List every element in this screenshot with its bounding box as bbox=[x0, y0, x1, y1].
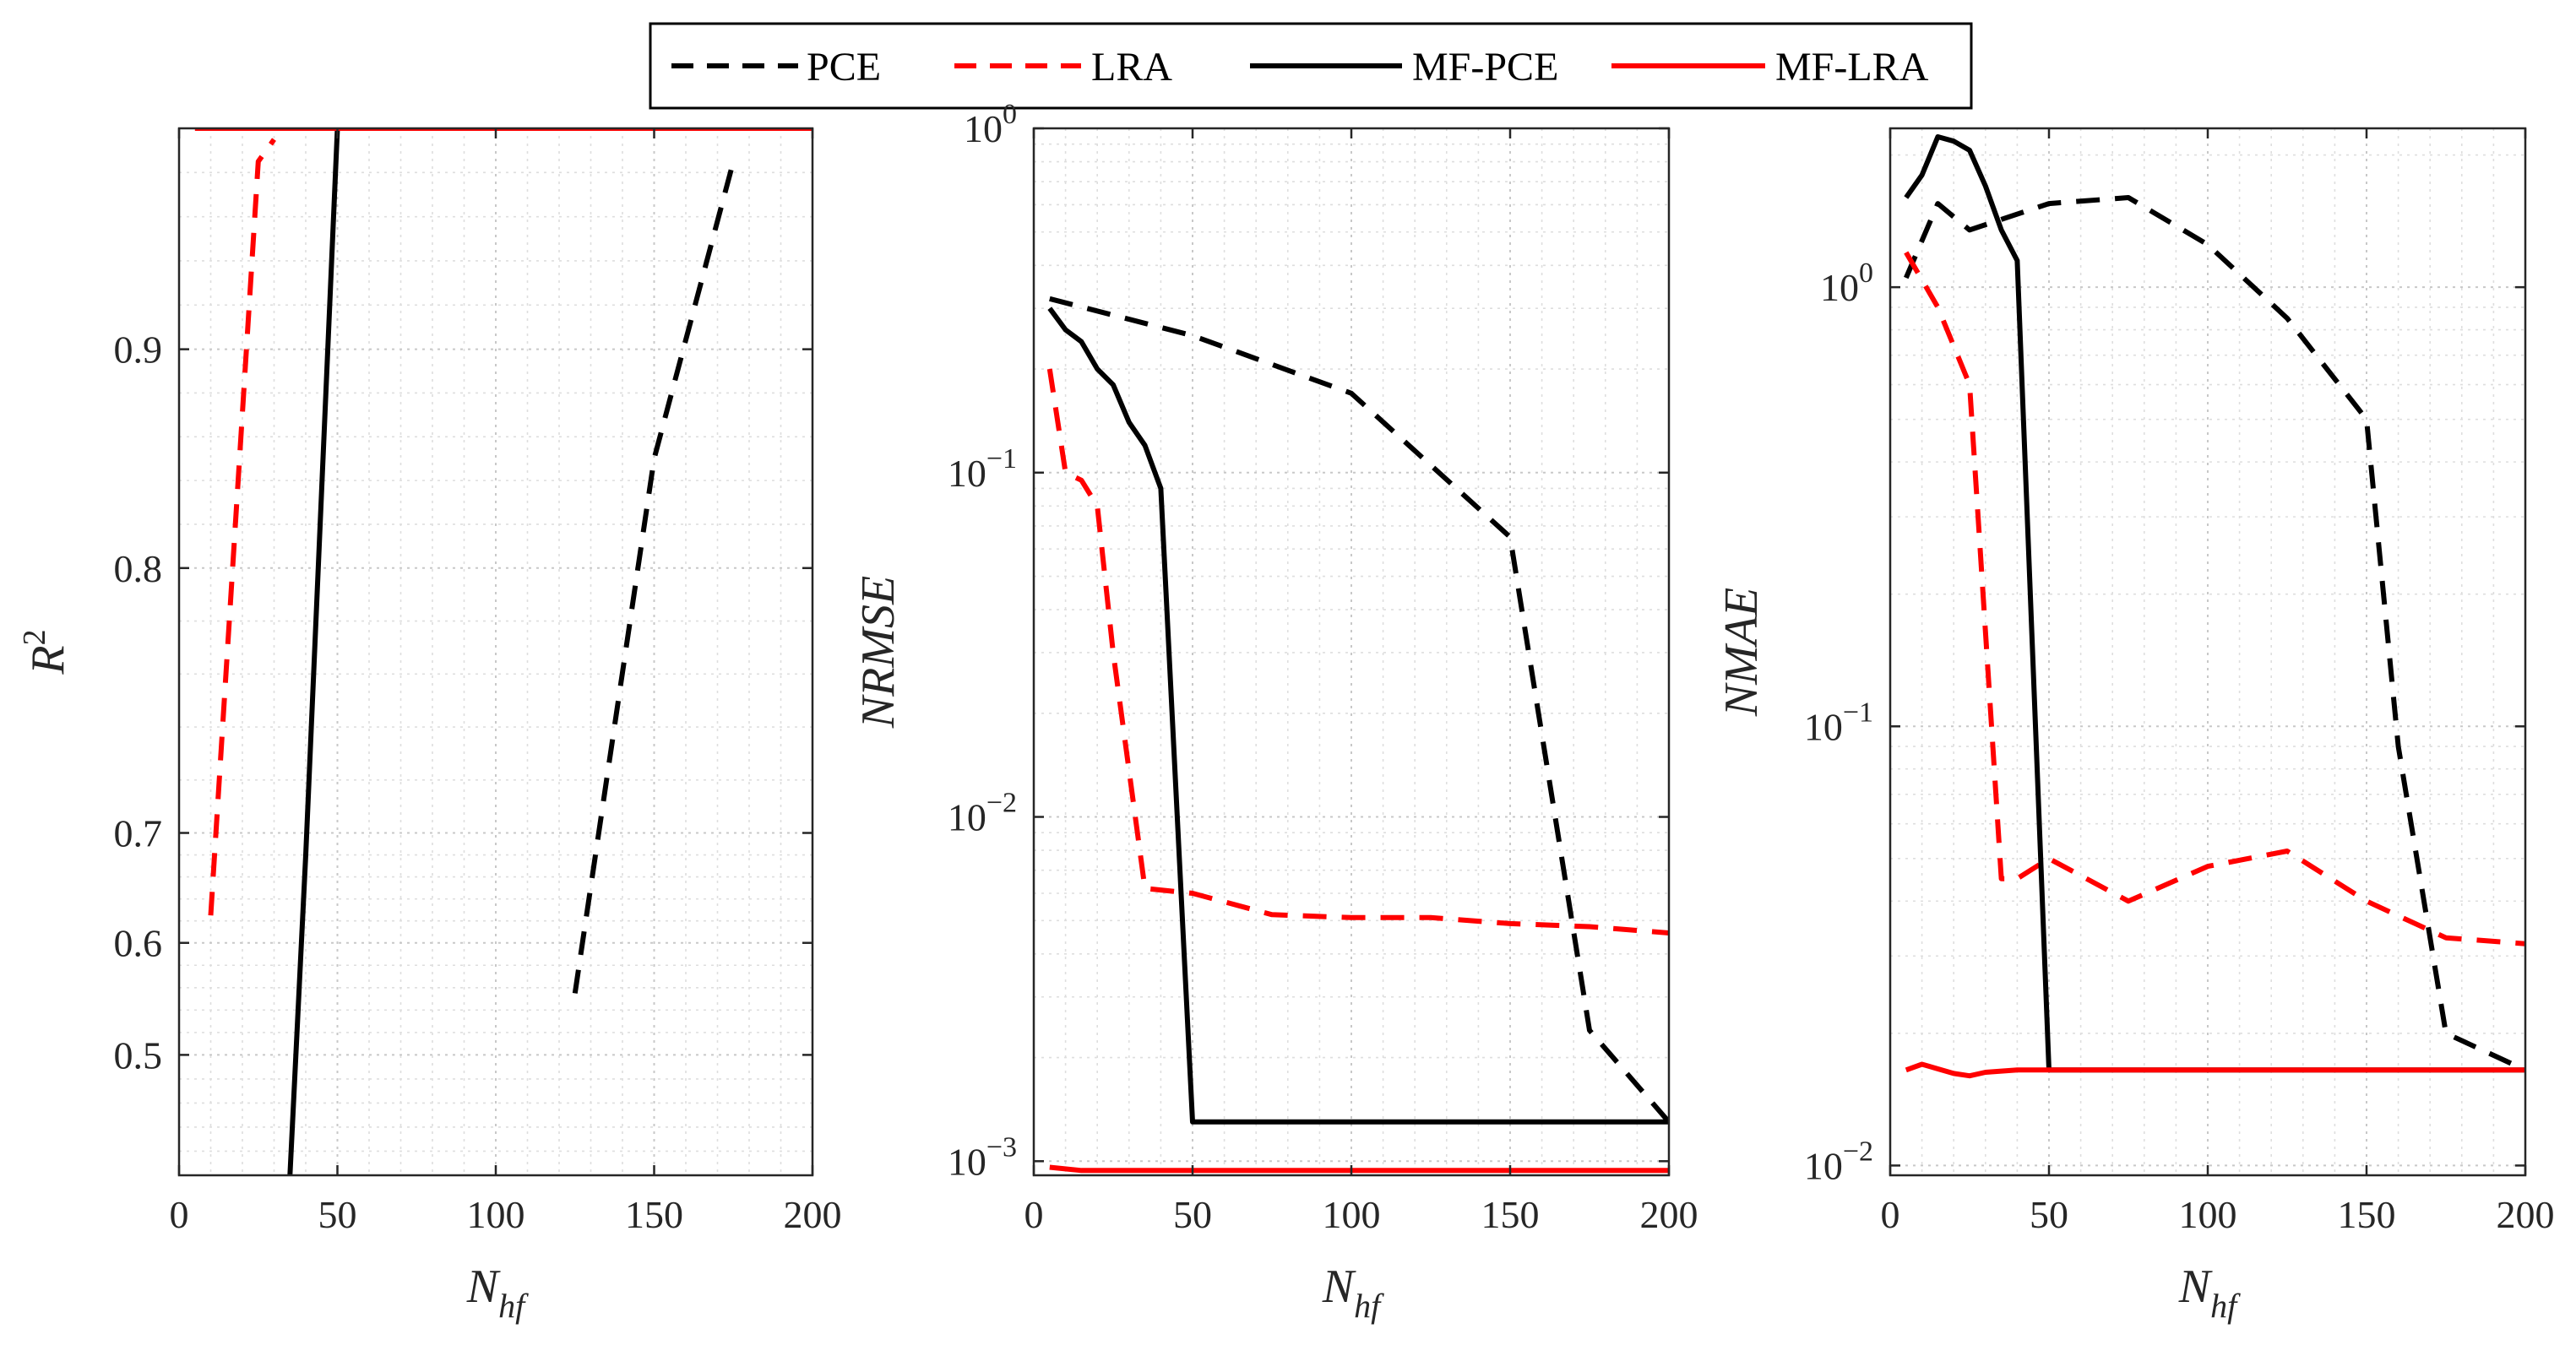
series-pce bbox=[1049, 296, 1669, 1124]
series-pce bbox=[572, 160, 736, 994]
y-tick-label: 0.7 bbox=[114, 812, 163, 855]
x-tick-label: 200 bbox=[2497, 1193, 2555, 1236]
legend: PCE LRA MF-PCE MF-LRA bbox=[649, 22, 1973, 110]
y-axis-label: R2 bbox=[17, 629, 74, 675]
plot-nrmse: 0 50 100 150 200 10−3 10−2 10−1 100 Nhf NRMSE bbox=[852, 99, 1698, 1325]
plot-area bbox=[1034, 128, 1669, 1175]
legend-label-lra: LRA bbox=[1091, 45, 1172, 89]
x-tick-label: 50 bbox=[318, 1193, 357, 1236]
plot-area bbox=[179, 128, 812, 1175]
x-tick-label: 150 bbox=[2338, 1193, 2396, 1236]
plot-area bbox=[1890, 128, 2525, 1175]
legend-label-mf-lra: MF-LRA bbox=[1775, 45, 1929, 89]
y-tick-label: 0.6 bbox=[114, 922, 163, 965]
x-axis-label: Nhf bbox=[2178, 1261, 2241, 1325]
x-tick-label: 50 bbox=[2030, 1193, 2068, 1236]
legend-item-lra: LRA bbox=[954, 45, 1172, 89]
x-tick-label: 0 bbox=[170, 1193, 189, 1236]
series-mf-pce bbox=[287, 128, 340, 1175]
y-tick-label: 10−3 bbox=[948, 1131, 1017, 1183]
series-lra bbox=[1046, 368, 1669, 936]
y-tick-label: 10−2 bbox=[948, 788, 1017, 839]
x-tick-label: 150 bbox=[625, 1193, 683, 1236]
y-tick-label: 0.9 bbox=[114, 328, 163, 372]
plot-nmae: 0 50 100 150 200 10−2 10−1 100 Nhf NMAE bbox=[1715, 127, 2555, 1325]
x-axis-label: Nhf bbox=[1322, 1261, 1384, 1325]
series-group bbox=[194, 128, 812, 1175]
series-mf-lra bbox=[1905, 1061, 2525, 1079]
series-mf-pce bbox=[1047, 306, 1669, 1125]
y-tick-label: 10−2 bbox=[1804, 1136, 1873, 1187]
x-tick-label: 50 bbox=[1173, 1193, 1212, 1236]
x-tick-label: 150 bbox=[1481, 1193, 1540, 1236]
plot-r2: 0 50 100 150 200 0.5 0.6 0.7 0.8 0.9 Nhf R2 bbox=[17, 127, 842, 1325]
series-group bbox=[1904, 134, 2525, 1079]
series-lra bbox=[208, 138, 276, 916]
legend-item-mf-lra: MF-LRA bbox=[1611, 45, 1929, 89]
y-tick-label: 10−1 bbox=[1804, 697, 1873, 748]
y-tick-label: 10−1 bbox=[948, 443, 1017, 495]
y-axis-label: NMAE bbox=[1715, 588, 1768, 717]
y-tick-label: 0.5 bbox=[114, 1033, 163, 1077]
x-tick-label: 100 bbox=[2179, 1193, 2237, 1236]
x-tick-label: 200 bbox=[784, 1193, 842, 1236]
legend-item-mf-pce: MF-PCE bbox=[1250, 45, 1558, 89]
x-axis-label: Nhf bbox=[466, 1261, 529, 1325]
y-tick-label: 100 bbox=[1820, 258, 1873, 309]
y-tick-label: 100 bbox=[964, 99, 1017, 150]
series-mf-lra bbox=[1049, 1164, 1669, 1174]
x-tick-label: 0 bbox=[1024, 1193, 1044, 1236]
x-tick-label: 200 bbox=[1640, 1193, 1698, 1236]
series-lra bbox=[1904, 251, 2525, 946]
x-tick-label: 0 bbox=[1881, 1193, 1900, 1236]
legend-label-mf-pce: MF-PCE bbox=[1412, 45, 1558, 89]
series-group bbox=[1046, 296, 1669, 1174]
x-tick-label: 100 bbox=[1323, 1193, 1381, 1236]
y-tick-label: 0.8 bbox=[114, 547, 163, 590]
legend-item-pce: PCE bbox=[671, 45, 881, 89]
x-tick-label: 100 bbox=[467, 1193, 525, 1236]
legend-label-pce: PCE bbox=[807, 45, 881, 89]
y-axis-label: NRMSE bbox=[852, 576, 905, 729]
